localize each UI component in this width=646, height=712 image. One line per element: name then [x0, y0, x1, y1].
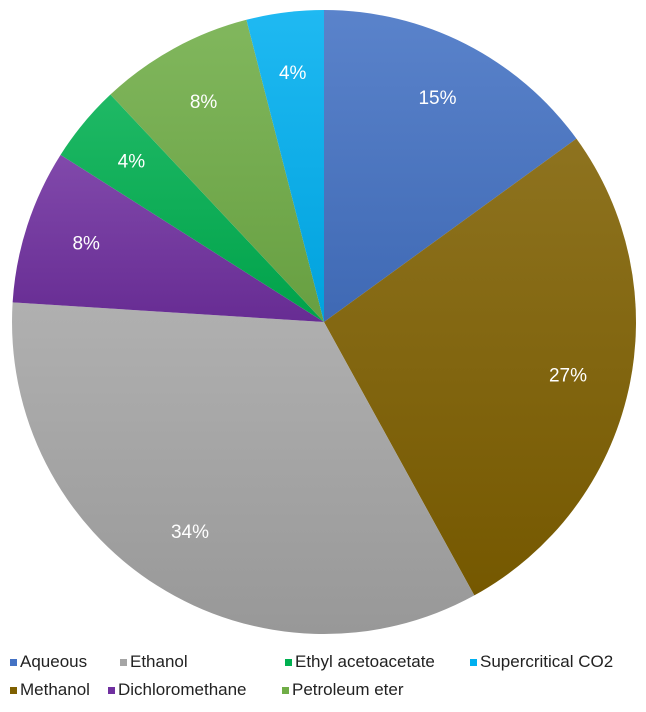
legend-row-2: Methanol Dichloromethane Petroleum eter — [10, 680, 640, 708]
legend-item-ethanol: Ethanol — [120, 652, 188, 672]
legend-label-methanol: Methanol — [20, 680, 90, 699]
pie-label-dichloromethane: 8% — [72, 234, 100, 255]
pie-slice-petroleum-eter — [110, 19, 324, 323]
legend-swatch-petroleum-eter — [282, 686, 289, 694]
pie-slices — [12, 9, 637, 635]
pie-slice-ethyl-acetoacetate — [60, 94, 324, 322]
legend-label-ethyl-acetoacetate: Ethyl acetoacetate — [295, 652, 435, 671]
pie-slice-methanol — [324, 138, 637, 596]
legend-label-petroleum-eter: Petroleum eter — [292, 680, 404, 699]
legend-label-ethanol: Ethanol — [130, 652, 188, 671]
legend-swatch-methanol — [10, 686, 17, 694]
legend-swatch-supercritical-co2 — [470, 658, 477, 666]
legend-swatch-ethanol — [120, 658, 127, 666]
pie-label-petroleum-eter: 8% — [190, 92, 218, 113]
legend-label-aqueous: Aqueous — [20, 652, 88, 671]
legend-item-dichloromethane: Dichloromethane — [108, 680, 247, 700]
legend-label-dichloromethane: Dichloromethane — [118, 680, 247, 699]
legend-item-supercritical-co2: Supercritical CO2 — [470, 652, 613, 672]
legend-item-ethyl-acetoacetate: Ethyl acetoacetate — [285, 652, 435, 672]
legend-item-petroleum-eter: Petroleum eter — [282, 680, 404, 700]
pie-slice-ethanol — [12, 302, 475, 635]
legend-swatch-ethyl-acetoacetate — [285, 658, 292, 666]
legend: Aqueous Ethanol Ethyl acetoacetate Super… — [10, 652, 640, 708]
pie-label-ethanol: 34% — [171, 522, 209, 543]
pie-chart: 15% 27% 34% 8% 4% 8% 4% — [12, 9, 637, 635]
pie-slice-aqueous — [324, 10, 577, 322]
pie-label-supercritical-co2: 4% — [279, 63, 307, 84]
legend-row-1: Aqueous Ethanol Ethyl acetoacetate Super… — [10, 652, 640, 680]
pie-label-methanol: 27% — [549, 366, 587, 387]
pie-label-aqueous: 15% — [418, 88, 456, 109]
legend-item-methanol: Methanol — [10, 680, 90, 700]
pie-label-ethyl-acetoacetate: 4% — [118, 152, 146, 173]
pie-slice-dichloromethane — [12, 154, 325, 322]
legend-label-supercritical-co2: Supercritical CO2 — [480, 652, 614, 671]
legend-item-aqueous: Aqueous — [10, 652, 87, 672]
pie-labels: 15% 27% 34% 8% 4% 8% 4% — [72, 63, 587, 543]
legend-swatch-dichloromethane — [108, 686, 115, 694]
pie-slice-supercritical-co2 — [246, 9, 324, 322]
legend-swatch-aqueous — [10, 658, 17, 666]
